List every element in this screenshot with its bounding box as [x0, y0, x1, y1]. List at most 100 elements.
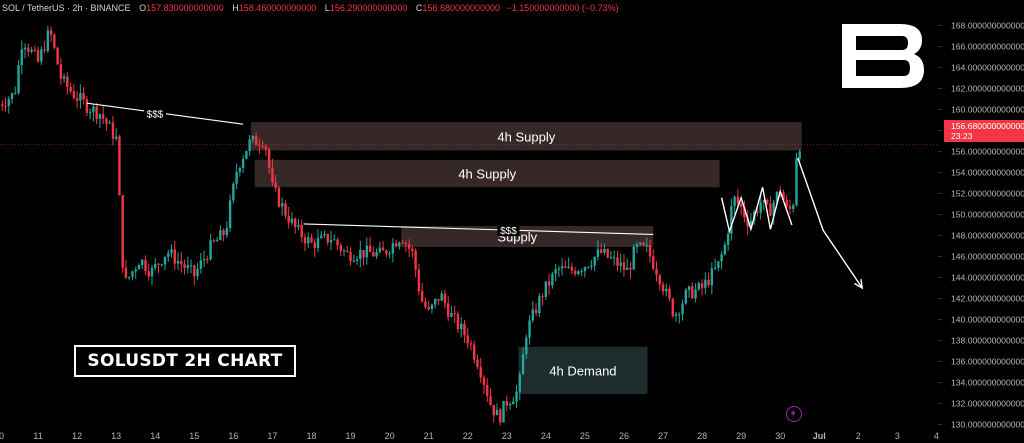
candle-body — [118, 136, 121, 196]
candle-body — [186, 265, 189, 268]
candle-body — [661, 284, 665, 292]
candle-body — [697, 283, 701, 290]
candle-body — [245, 150, 248, 159]
candle-body — [43, 49, 46, 51]
zone-3 — [518, 346, 648, 395]
candle-body — [404, 243, 408, 245]
candle-body — [528, 320, 531, 338]
candle-body — [453, 313, 456, 315]
time-tick: 4 — [934, 431, 939, 441]
candle-body — [456, 314, 460, 330]
time-tick: 27 — [658, 431, 668, 441]
candle-body — [284, 203, 287, 216]
candle-body — [131, 271, 134, 277]
candle-body — [349, 251, 352, 262]
candle-body — [407, 244, 411, 249]
candle-body — [619, 262, 622, 266]
price-tick: 164.000000000000 — [951, 63, 1024, 73]
candle-body — [525, 337, 528, 355]
candle-body — [219, 230, 222, 240]
candle-body — [700, 283, 704, 288]
candle-body — [512, 401, 515, 405]
candle-body — [287, 215, 290, 223]
time-tick: 12 — [72, 431, 82, 441]
candle-body — [20, 49, 23, 66]
lightning-icon[interactable] — [786, 406, 802, 422]
liquidity-line-1 — [303, 223, 654, 235]
candle-body — [521, 354, 525, 375]
candle-body — [254, 136, 258, 146]
low-value: 156.290000000000 — [329, 3, 408, 13]
high-label: H — [232, 3, 239, 13]
price-tick: 160.000000000000 — [951, 105, 1024, 115]
candle-body — [4, 105, 7, 107]
time-tick: 3 — [895, 431, 900, 441]
candle-body — [339, 245, 342, 251]
candle-body — [694, 289, 697, 299]
candle-body — [241, 158, 245, 168]
time-tick: 15 — [189, 431, 199, 441]
time-tick: 17 — [267, 431, 277, 441]
candle-body — [424, 301, 427, 308]
candle-body — [678, 314, 681, 316]
liquidity-label-1: $$$ — [500, 226, 517, 237]
candle-body — [329, 239, 333, 243]
candle-body — [189, 265, 193, 267]
candle-body — [56, 47, 59, 65]
candle-body — [687, 286, 691, 290]
candle-body — [7, 98, 10, 107]
candle-body — [212, 240, 216, 242]
candle-body — [180, 260, 183, 265]
candle-body — [49, 30, 53, 35]
candle-body — [30, 49, 33, 52]
candle-body — [769, 203, 772, 216]
low-label: L — [324, 3, 330, 13]
candle-body — [248, 139, 251, 151]
candle-body — [75, 98, 79, 101]
candle-body — [564, 266, 567, 268]
candle-body — [401, 242, 404, 244]
candle-body — [33, 49, 37, 51]
candle-body — [105, 118, 108, 124]
close-label: C — [415, 3, 423, 13]
candle-body — [23, 47, 27, 50]
candle-body — [313, 242, 316, 249]
candle-body — [352, 260, 355, 262]
candle-body — [596, 249, 600, 257]
candle-body — [59, 64, 63, 79]
candle-body — [495, 409, 499, 416]
candle-body — [466, 335, 469, 344]
candle-body — [372, 252, 375, 257]
candle-body — [271, 167, 274, 183]
candle-body — [150, 267, 154, 277]
candle-body — [648, 245, 652, 257]
last-price-value: 156.680000000000 — [951, 121, 1024, 131]
time-tick: Jul — [813, 431, 826, 441]
price-tick: 130.000000000000 — [951, 420, 1024, 430]
symbol-header: SOL / TetherUS · 2h · BINANCE O157.83000… — [2, 3, 619, 13]
candle-body — [378, 247, 382, 252]
candle-body — [62, 76, 66, 79]
candle-body — [264, 146, 268, 150]
candle-body — [196, 268, 199, 277]
candle-body — [320, 235, 323, 239]
candle-body — [772, 202, 775, 216]
candle-body — [124, 267, 128, 278]
candle-body — [160, 264, 163, 266]
price-tick: 146.000000000000 — [951, 252, 1024, 262]
price-tick: 144.000000000000 — [951, 273, 1024, 283]
candle-body — [531, 309, 535, 321]
candle-body — [492, 404, 495, 416]
candle-body — [717, 261, 720, 268]
candle-body — [723, 244, 727, 255]
time-tick: 11 — [33, 431, 42, 441]
candle-body — [469, 343, 473, 345]
candle-body — [66, 76, 69, 87]
candle-body — [668, 288, 671, 299]
candle-body — [626, 267, 629, 270]
symbol-name[interactable]: SOL / TetherUS · 2h · BINANCE — [2, 3, 131, 13]
candle-body — [121, 195, 124, 268]
price-tick: 134.000000000000 — [951, 378, 1024, 388]
candle-body — [10, 93, 14, 99]
